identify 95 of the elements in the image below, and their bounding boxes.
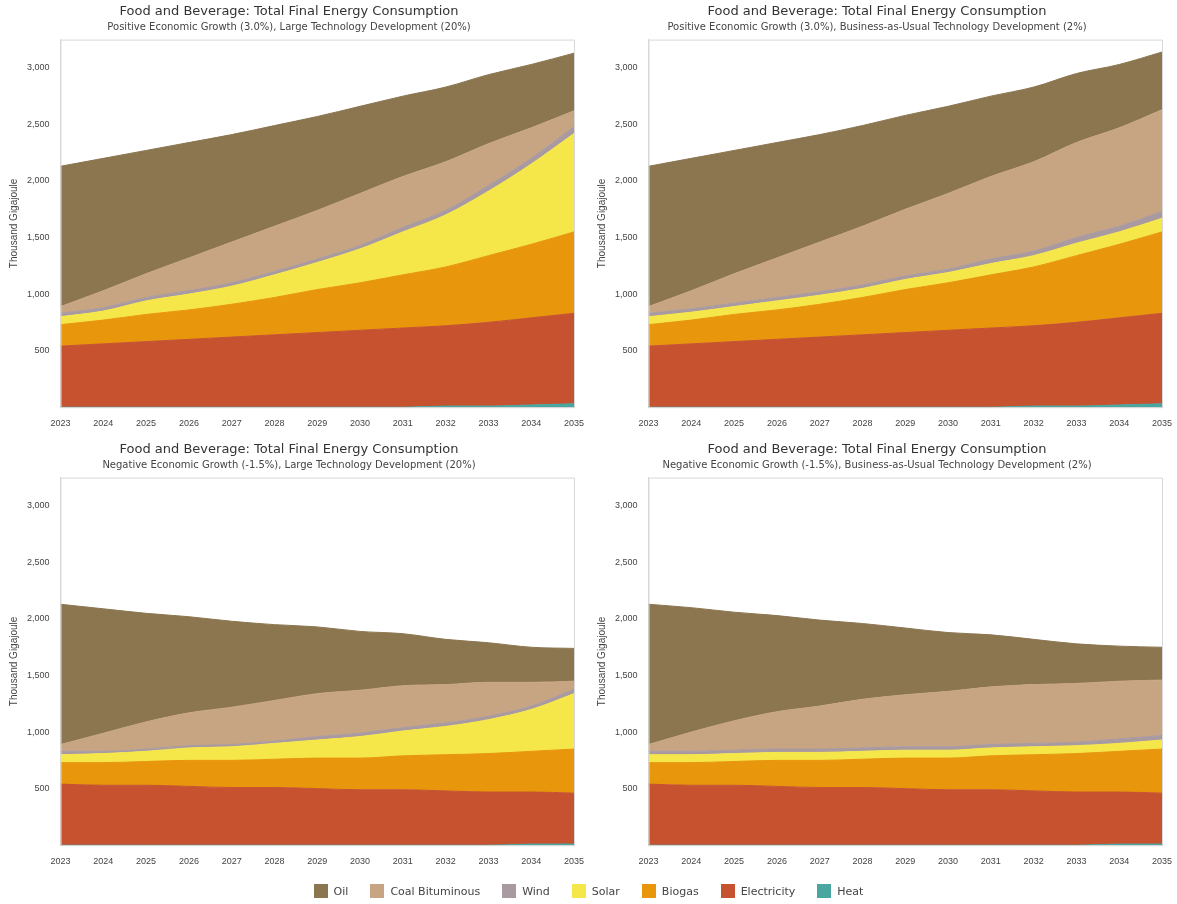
y-tick-label: 3,000	[614, 62, 638, 73]
chart-title: Food and Beverage: Total Final Energy Consumption	[707, 441, 1047, 457]
x-tick-label: 2027	[809, 856, 830, 867]
x-tick-label: 2033	[1066, 856, 1087, 867]
chart-title: Food and Beverage: Total Final Energy Consumption	[119, 3, 459, 19]
y-tick-label: 1,500	[26, 670, 50, 681]
x-tick-label: 2033	[1066, 418, 1087, 429]
y-tick-label: 3,000	[614, 500, 638, 511]
x-tick-label: 2033	[478, 418, 499, 429]
x-tick-label: 2024	[93, 418, 114, 429]
x-tick-label: 2034	[521, 418, 542, 429]
y-axis-title: Thousand Gigajoule	[7, 178, 19, 269]
x-tick-label: 2035	[1151, 418, 1173, 429]
chart-title: Food and Beverage: Total Final Energy Consumption	[707, 3, 1047, 19]
x-tick-label: 2024	[681, 418, 702, 429]
legend-label: Biogas	[661, 884, 699, 898]
x-tick-label: 2027	[809, 418, 830, 429]
y-tick-label: 2,000	[26, 613, 50, 624]
y-tick-label: 1,500	[614, 670, 638, 681]
y-tick-label: 2,000	[614, 613, 638, 624]
x-tick-label: 2026	[766, 418, 787, 429]
chart-subtitle: Negative Economic Growth (-1.5%), Large Technology Development (20%)	[102, 459, 476, 471]
x-tick-label: 2026	[178, 856, 199, 867]
x-tick-label: 2028	[852, 856, 873, 867]
legend-label: Electricity	[740, 884, 796, 898]
y-tick-label: 3,000	[26, 62, 50, 73]
legend-label: Solar	[591, 884, 620, 898]
x-tick-label: 2030	[350, 418, 371, 429]
legend-label: Wind	[522, 884, 550, 898]
x-tick-label: 2034	[1109, 418, 1130, 429]
legend-label: Coal Bituminous	[390, 884, 481, 898]
y-tick-label: 1,000	[614, 288, 638, 299]
y-tick-label: 2,000	[26, 175, 50, 186]
x-tick-label: 2023	[50, 418, 71, 429]
x-tick-label: 2026	[766, 856, 787, 867]
x-tick-label: 2033	[478, 856, 499, 867]
chart-subtitle: Positive Economic Growth (3.0%), Large Technology Development (20%)	[107, 21, 471, 33]
x-tick-label: 2026	[178, 418, 199, 429]
x-tick-label: 2035	[563, 856, 585, 867]
y-axis-title: Thousand Gigajoule	[595, 178, 607, 269]
x-tick-label: 2028	[264, 856, 285, 867]
y-axis-title: Thousand Gigajoule	[595, 616, 607, 707]
x-tick-label: 2024	[681, 856, 702, 867]
y-tick-label: 500	[34, 345, 50, 356]
x-tick-label: 2031	[392, 418, 413, 429]
y-tick-label: 1,000	[26, 726, 50, 737]
x-tick-label: 2029	[895, 418, 916, 429]
x-tick-label: 2031	[980, 856, 1001, 867]
chart-title: Food and Beverage: Total Final Energy Consumption	[119, 441, 459, 457]
legend-label: Oil	[333, 884, 349, 898]
x-tick-label: 2032	[1023, 856, 1044, 867]
x-tick-label: 2025	[724, 418, 745, 429]
legend-label: Heat	[837, 884, 864, 898]
x-tick-label: 2032	[435, 418, 456, 429]
x-tick-label: 2025	[136, 418, 157, 429]
y-tick-label: 3,000	[26, 500, 50, 511]
x-tick-label: 2029	[895, 856, 916, 867]
y-axis-title: Thousand Gigajoule	[7, 616, 19, 707]
y-tick-label: 1,500	[26, 232, 50, 243]
x-tick-label: 2023	[638, 856, 659, 867]
y-tick-label: 2,000	[614, 175, 638, 186]
x-tick-label: 2035	[563, 418, 585, 429]
x-tick-label: 2030	[350, 856, 371, 867]
x-tick-label: 2023	[638, 418, 659, 429]
y-tick-label: 1,500	[614, 232, 638, 243]
x-tick-label: 2035	[1151, 856, 1173, 867]
x-tick-label: 2027	[221, 856, 242, 867]
y-tick-label: 1,000	[614, 726, 638, 737]
x-tick-label: 2028	[264, 418, 285, 429]
x-tick-label: 2025	[136, 856, 157, 867]
x-tick-label: 2030	[938, 418, 959, 429]
x-tick-label: 2032	[435, 856, 456, 867]
x-tick-label: 2027	[221, 418, 242, 429]
y-tick-label: 2,500	[614, 556, 638, 567]
y-tick-label: 2,500	[26, 556, 50, 567]
y-tick-label: 500	[34, 783, 50, 794]
x-tick-label: 2030	[938, 856, 959, 867]
chart-subtitle: Negative Economic Growth (-1.5%), Business-as-Usual Technology Development (2%)	[662, 459, 1092, 471]
x-tick-label: 2031	[392, 856, 413, 867]
x-tick-label: 2025	[724, 856, 745, 867]
x-tick-label: 2032	[1023, 418, 1044, 429]
y-tick-label: 2,500	[614, 118, 638, 129]
x-tick-label: 2023	[50, 856, 71, 867]
x-tick-label: 2034	[1109, 856, 1130, 867]
y-tick-label: 2,500	[26, 118, 50, 129]
x-tick-label: 2034	[521, 856, 542, 867]
x-tick-label: 2024	[93, 856, 114, 867]
chart-subtitle: Positive Economic Growth (3.0%), Business-as-Usual Technology Development (2%)	[667, 21, 1087, 33]
y-tick-label: 1,000	[26, 288, 50, 299]
x-tick-label: 2028	[852, 418, 873, 429]
x-tick-label: 2029	[307, 418, 328, 429]
y-tick-label: 500	[622, 345, 638, 356]
y-tick-label: 500	[622, 783, 638, 794]
x-tick-label: 2029	[307, 856, 328, 867]
x-tick-label: 2031	[980, 418, 1001, 429]
